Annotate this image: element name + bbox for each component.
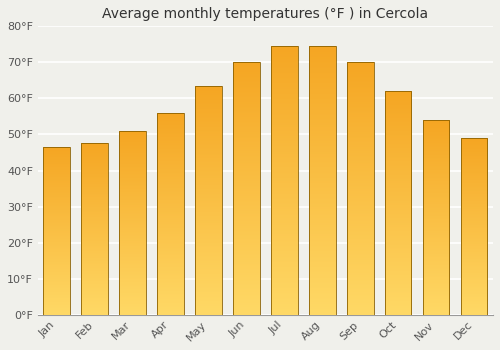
Bar	[44, 147, 70, 315]
Bar	[82, 144, 108, 315]
Bar	[385, 91, 411, 315]
Bar	[233, 62, 260, 315]
Bar	[347, 62, 374, 315]
Bar	[461, 138, 487, 315]
Bar	[423, 120, 450, 315]
Bar	[158, 113, 184, 315]
Bar	[195, 86, 222, 315]
Bar	[271, 46, 297, 315]
Bar	[120, 131, 146, 315]
Bar	[309, 46, 336, 315]
Title: Average monthly temperatures (°F ) in Cercola: Average monthly temperatures (°F ) in Ce…	[102, 7, 428, 21]
